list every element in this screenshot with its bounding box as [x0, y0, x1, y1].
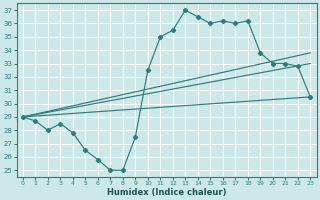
- X-axis label: Humidex (Indice chaleur): Humidex (Indice chaleur): [107, 188, 226, 197]
